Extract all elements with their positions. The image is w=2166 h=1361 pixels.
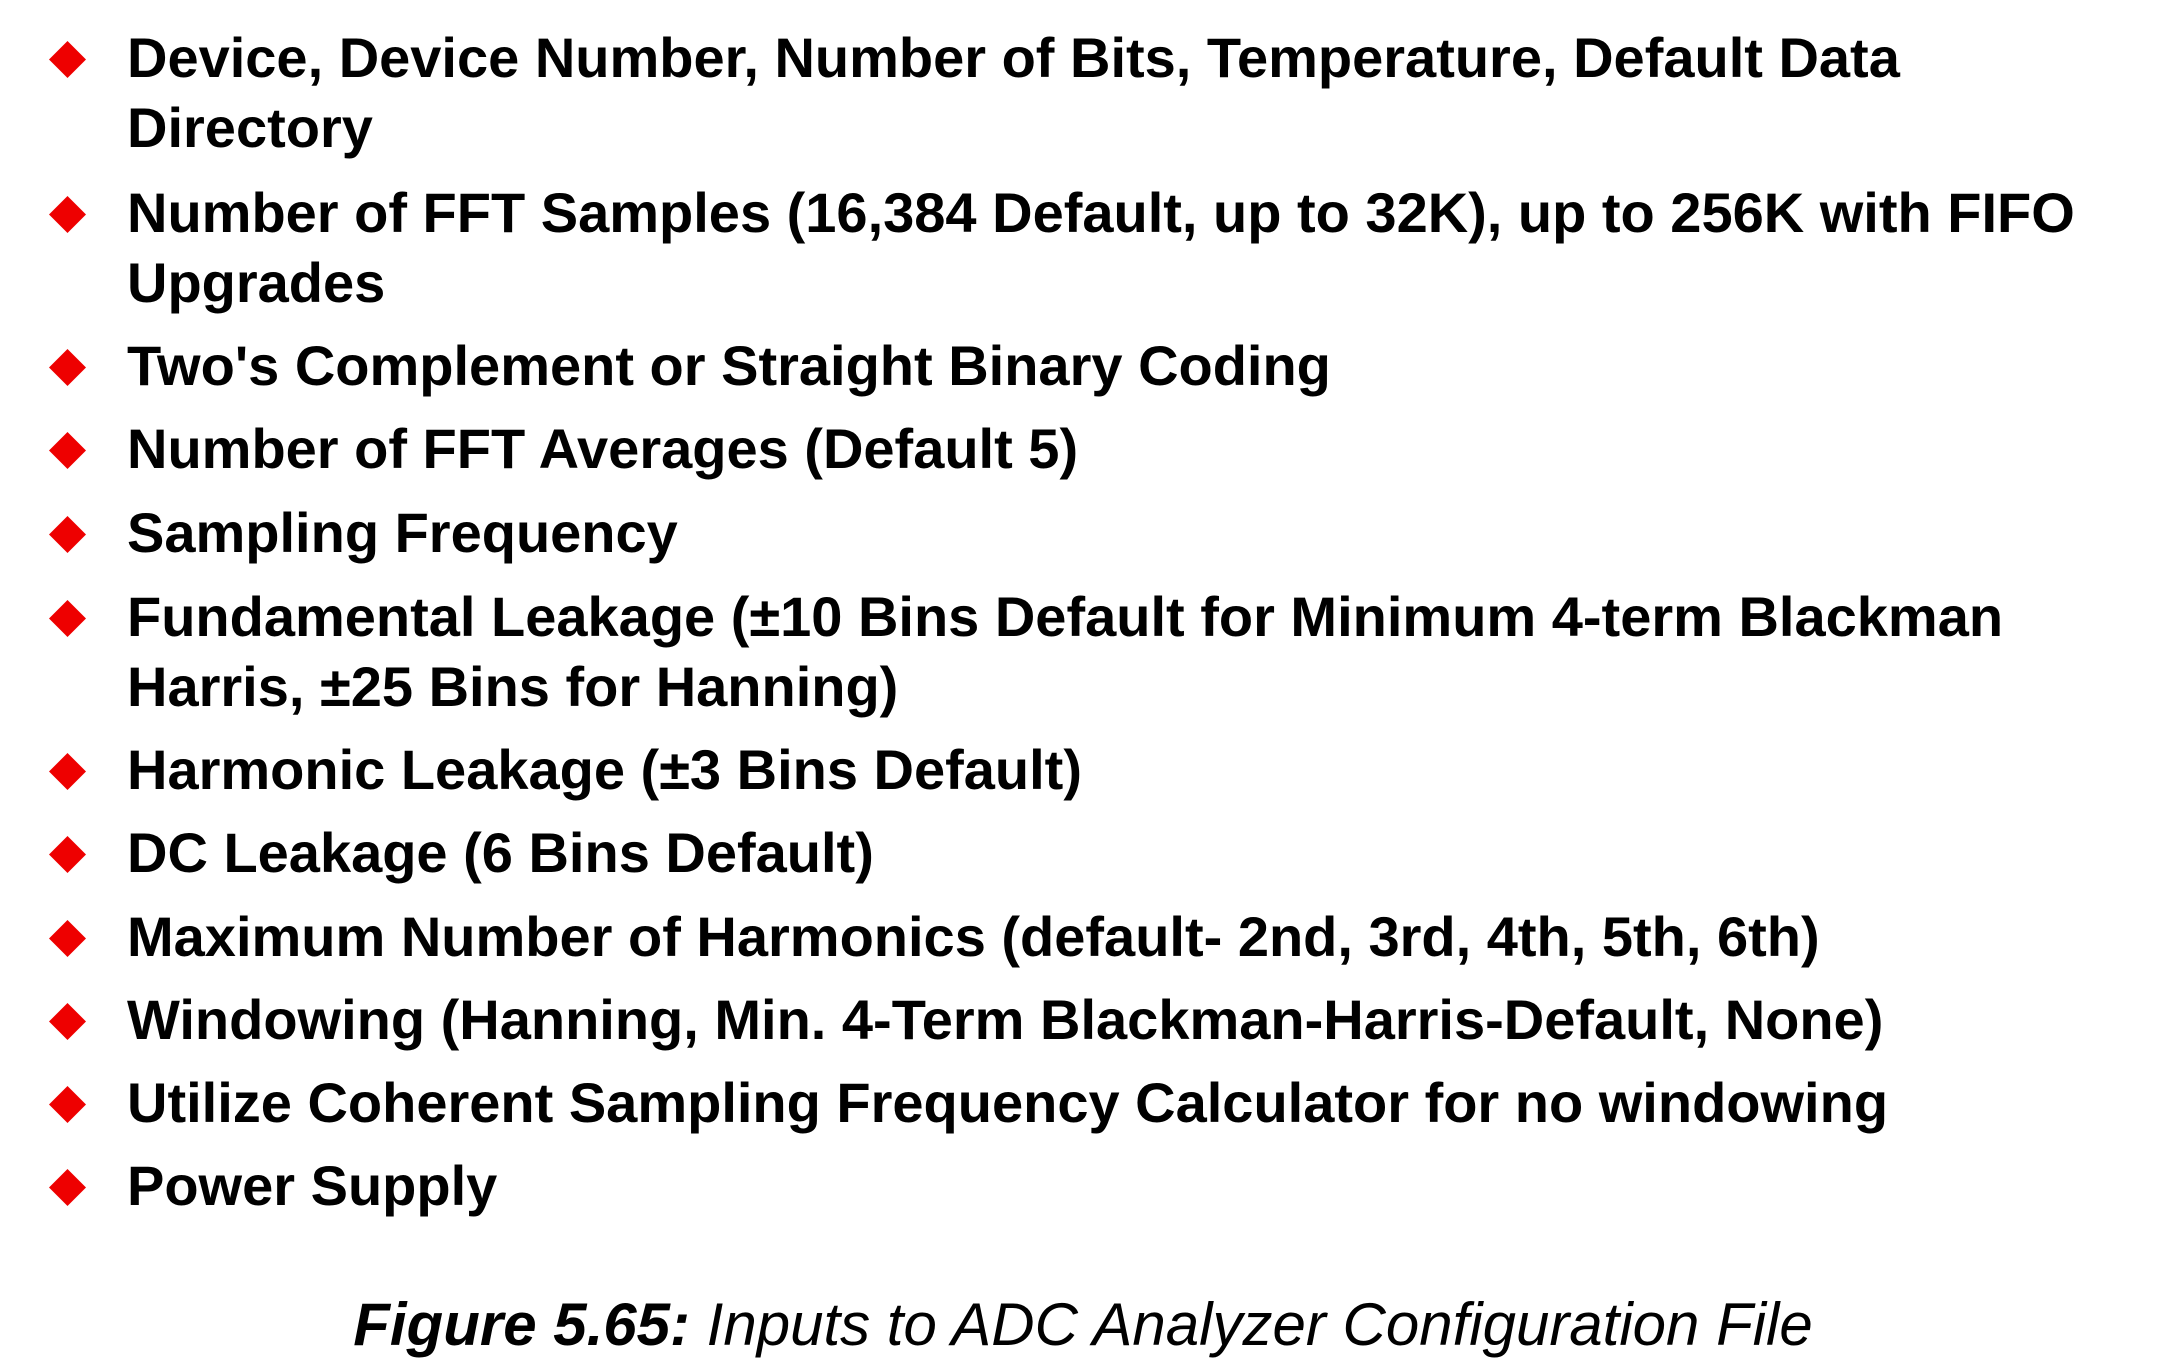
list-item-text: Harmonic Leakage (±3 Bins Default) [127, 738, 1082, 801]
figure-caption-label: Figure 5.65: [353, 1291, 691, 1358]
figure-caption: Figure 5.65: Inputs to ADC Analyzer Conf… [0, 1290, 2166, 1360]
red-diamond-icon [49, 1003, 86, 1040]
list-item-text: Number of FFT Averages (Default 5) [127, 417, 1079, 480]
red-diamond-icon [49, 41, 86, 78]
list-item-text: Windowing (Hanning, Min. 4-Term Blackman… [127, 988, 1884, 1051]
list-item-text: Two's Complement or Straight Binary Codi… [127, 334, 1331, 397]
red-diamond-icon [49, 920, 86, 957]
list-item-text: Device, Device Number, Number of Bits, T… [127, 26, 1900, 159]
red-diamond-icon [49, 349, 86, 386]
figure-caption-text: Inputs to ADC Analyzer Configuration Fil… [690, 1291, 1813, 1358]
red-diamond-icon [49, 1086, 86, 1123]
red-diamond-icon [49, 432, 86, 469]
list-item-text: Utilize Coherent Sampling Frequency Calc… [127, 1071, 1889, 1134]
red-diamond-icon [49, 836, 86, 873]
list-item-text: Fundamental Leakage (±10 Bins Default fo… [127, 585, 2004, 718]
red-diamond-icon [49, 600, 86, 637]
red-diamond-icon [49, 516, 86, 553]
list-item-text: Power Supply [127, 1154, 498, 1217]
list-item-text: Sampling Frequency [127, 501, 678, 564]
list-item-text: DC Leakage (6 Bins Default) [127, 821, 874, 884]
red-diamond-icon [49, 1169, 86, 1206]
red-diamond-icon [49, 753, 86, 790]
list-item-text: Maximum Number of Harmonics (default- 2n… [127, 905, 1820, 968]
red-diamond-icon [49, 196, 86, 233]
list-item-text: Number of FFT Samples (16,384 Default, u… [127, 181, 2075, 314]
